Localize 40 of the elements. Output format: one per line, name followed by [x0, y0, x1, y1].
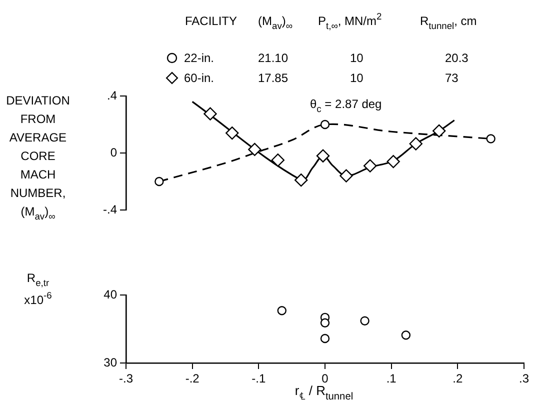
point — [226, 126, 239, 140]
legend-label: 22-in. — [184, 51, 214, 65]
x-tick-label: -.3 — [118, 372, 134, 386]
point — [320, 120, 330, 130]
legend-label: 60-in. — [184, 71, 214, 85]
point — [294, 173, 308, 187]
point — [320, 334, 330, 344]
x-tick-label: .2 — [452, 372, 463, 386]
point — [204, 107, 217, 120]
point — [340, 169, 353, 182]
point — [316, 149, 330, 162]
x-tick-label: -.1 — [252, 372, 266, 386]
y-tick-label: .4 — [106, 88, 118, 102]
point — [154, 176, 164, 186]
y-tick-label: 30 — [104, 355, 118, 370]
point — [277, 306, 286, 316]
y-tick-label: 40 — [104, 287, 118, 302]
point — [486, 134, 496, 144]
point — [248, 142, 262, 156]
point — [401, 330, 411, 340]
x-tick-label: .3 — [518, 372, 530, 386]
y-tick-label: 0 — [110, 145, 118, 160]
text: 17.85 — [258, 71, 288, 85]
point — [432, 124, 446, 138]
point — [360, 316, 370, 326]
text: 10 — [350, 51, 364, 65]
point — [364, 159, 377, 172]
text: 73 — [445, 71, 459, 85]
point — [409, 137, 422, 150]
x-tick-label: -.2 — [185, 372, 200, 386]
x-tick-label: .1 — [386, 372, 397, 386]
text: 10 — [350, 71, 364, 85]
text: 21.10 — [258, 51, 288, 65]
point — [386, 154, 400, 168]
legend-title: FACILITY — [185, 14, 238, 28]
text: 20.3 — [445, 51, 469, 65]
point — [320, 318, 330, 328]
y-tick-label: -.4 — [102, 202, 118, 216]
point — [271, 154, 285, 167]
x-tick-label: 0 — [322, 372, 329, 386]
